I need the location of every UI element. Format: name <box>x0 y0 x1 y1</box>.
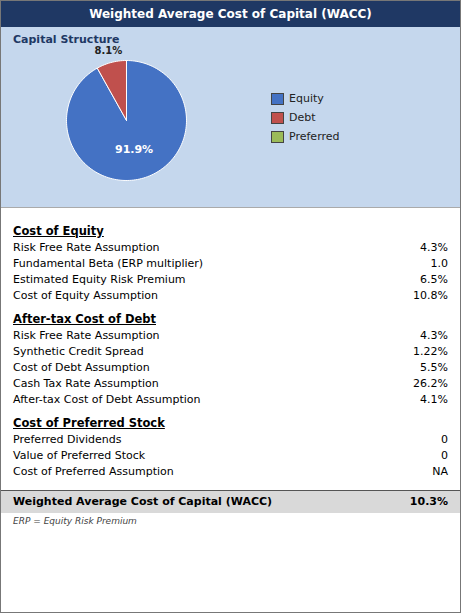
html-text:Value of Preferred Stock: Value of Preferred Stock <box>13 449 146 462</box>
html-text:NA: NA <box>432 465 448 478</box>
html-text:10.3%: 10.3% <box>409 495 448 508</box>
html-text:Weighted Average Cost of Capit: Weighted Average Cost of Capital (WACC) <box>13 495 273 508</box>
html-text:Fundamental Beta (ERP multipli: Fundamental Beta (ERP multiplier) <box>13 257 204 270</box>
html-text:After-tax Cost of Debt: After-tax Cost of Debt <box>13 312 156 326</box>
html-text:Weighted Average Cost of Capit: Weighted Average Cost of Capital (WACC) <box>89 7 372 21</box>
html-text:4.3%: 4.3% <box>420 241 448 254</box>
html-text:26.2%: 26.2% <box>413 377 448 390</box>
html-text:4.3%: 4.3% <box>420 329 448 342</box>
html-text:ERP = Equity Risk Premium: ERP = Equity Risk Premium <box>13 516 137 526</box>
html-text:Synthetic Credit Spread: Synthetic Credit Spread <box>13 345 144 358</box>
html-text:Cost of Equity Assumption: Cost of Equity Assumption <box>13 289 159 302</box>
html-text:1.22%: 1.22% <box>413 345 448 358</box>
html-text:Equity: Equity <box>289 91 324 105</box>
html-text:Estimated Equity Risk Premium: Estimated Equity Risk Premium <box>13 273 186 286</box>
html-text:0: 0 <box>441 449 448 462</box>
html-text:Cost of Preferred Assumption: Cost of Preferred Assumption <box>13 465 174 478</box>
html-text:0: 0 <box>441 433 448 446</box>
html-text:Cost of Equity: Cost of Equity <box>13 224 104 238</box>
html-text:4.1%: 4.1% <box>420 393 448 406</box>
svg-text:91.9%: 91.9% <box>115 143 153 156</box>
html-text:Cash Tax Rate Assumption: Cash Tax Rate Assumption <box>13 377 159 390</box>
html-text:Cost of Preferred Stock: Cost of Preferred Stock <box>13 416 165 430</box>
html-text:Preferred: Preferred <box>289 129 340 143</box>
html-text:10.8%: 10.8% <box>413 289 448 302</box>
html-text:Preferred Dividends: Preferred Dividends <box>13 433 122 446</box>
html-text:After-tax Cost of Debt Assumpt: After-tax Cost of Debt Assumption <box>13 393 201 406</box>
html-text:Debt: Debt <box>289 110 316 124</box>
html-text:Capital Structure: Capital Structure <box>13 33 120 46</box>
html-text:1.0: 1.0 <box>430 257 448 270</box>
html-text:5.5%: 5.5% <box>420 361 448 374</box>
svg-text:8.1%: 8.1% <box>95 45 123 56</box>
html-text:Cost of Debt Assumption: Cost of Debt Assumption <box>13 361 150 374</box>
html-text:Risk Free Rate Assumption: Risk Free Rate Assumption <box>13 329 160 342</box>
html-text:6.5%: 6.5% <box>420 273 448 286</box>
html-text:Risk Free Rate Assumption: Risk Free Rate Assumption <box>13 241 160 254</box>
